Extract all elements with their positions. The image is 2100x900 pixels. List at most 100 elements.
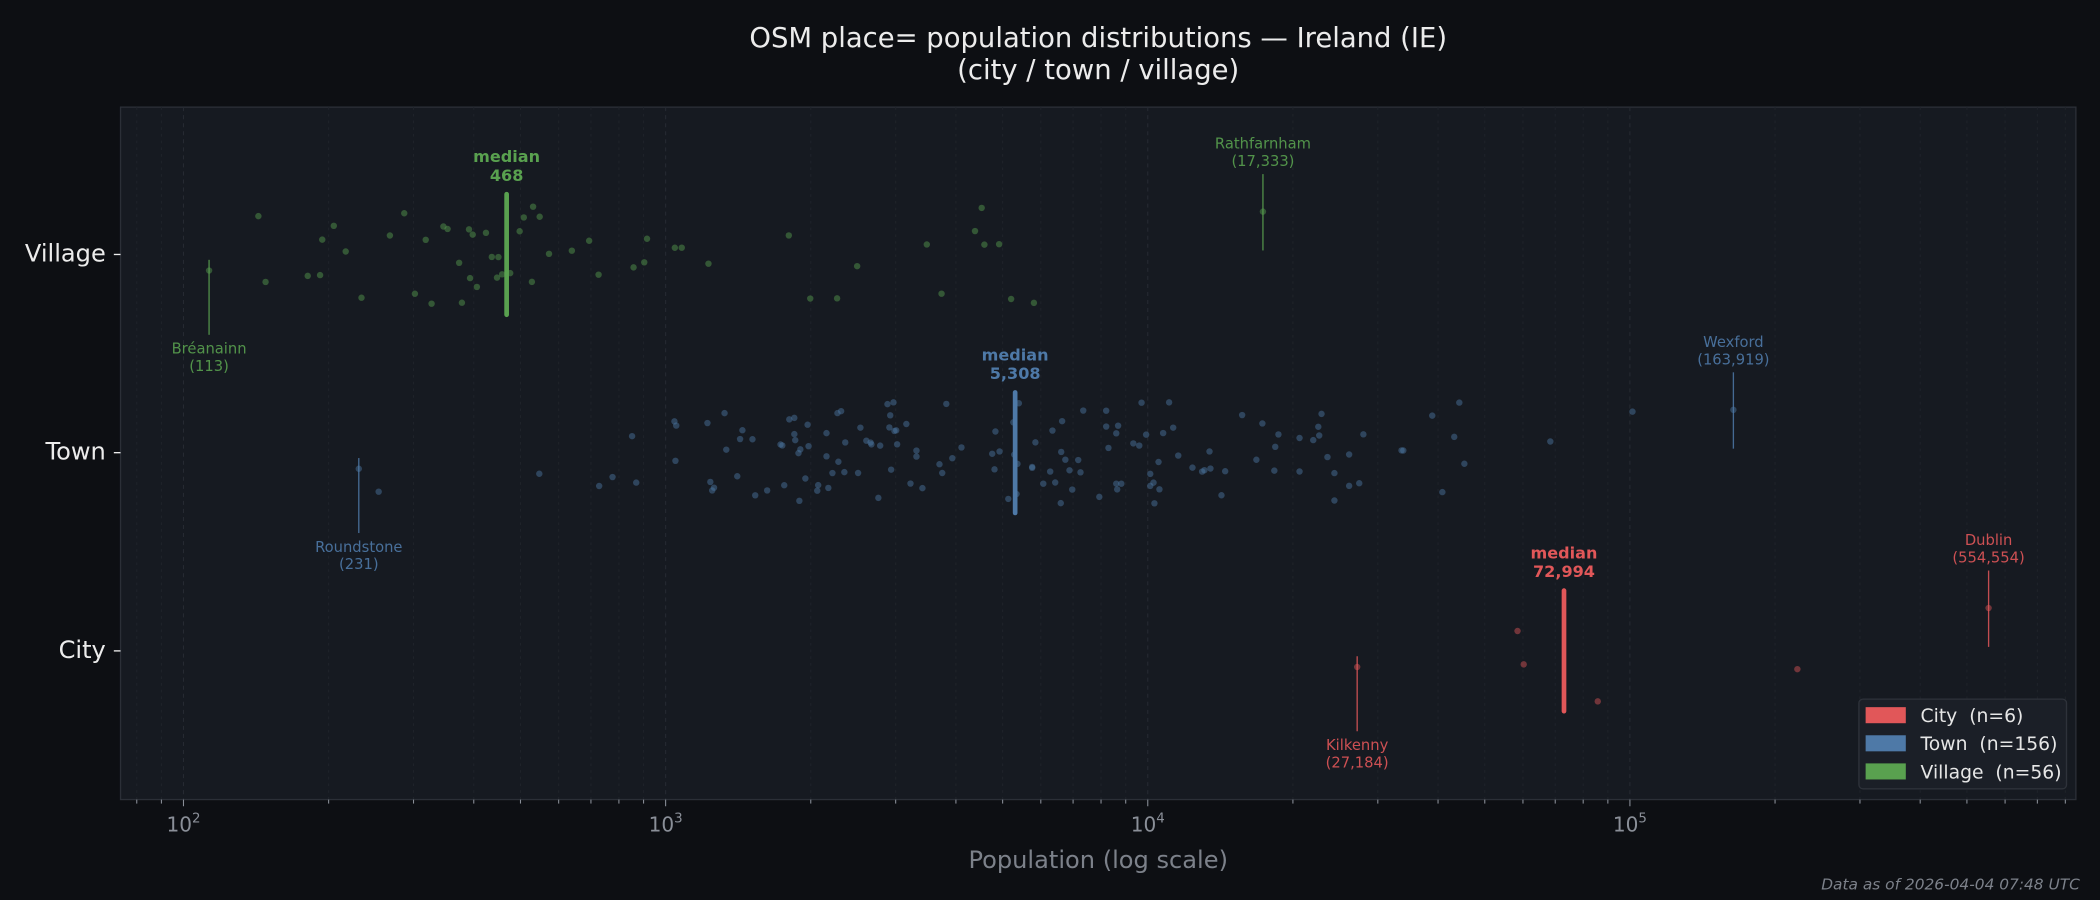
town-point bbox=[1547, 438, 1554, 445]
town-point bbox=[1259, 420, 1266, 427]
town-point bbox=[1461, 460, 1468, 467]
village-point bbox=[262, 278, 269, 286]
town-point bbox=[1040, 480, 1047, 487]
town-point bbox=[887, 412, 894, 419]
town-point bbox=[1080, 407, 1087, 414]
town-point bbox=[1105, 444, 1112, 452]
town-point bbox=[893, 427, 900, 434]
town-point bbox=[739, 427, 746, 434]
town-point bbox=[628, 432, 636, 440]
village-point bbox=[319, 236, 326, 243]
town-point bbox=[791, 414, 798, 422]
legend-swatch-village bbox=[1865, 763, 1906, 780]
village-point bbox=[458, 299, 466, 306]
town-point bbox=[752, 492, 759, 499]
village-point bbox=[923, 241, 931, 248]
town-point bbox=[1429, 412, 1436, 419]
town-median-label: median bbox=[982, 345, 1049, 364]
town-point bbox=[1077, 469, 1084, 476]
town-point bbox=[781, 482, 788, 489]
legend: City (n=6) Town (n=156) Village (n=56) bbox=[1858, 698, 2068, 790]
town-median-value: 5,308 bbox=[990, 364, 1041, 383]
town-point bbox=[1189, 464, 1196, 471]
town-point bbox=[1253, 456, 1260, 463]
town-point bbox=[825, 484, 832, 492]
town-point bbox=[876, 442, 884, 449]
annotation-value: (113) bbox=[189, 358, 229, 375]
village-point bbox=[455, 259, 463, 267]
town-point bbox=[823, 429, 830, 437]
town-point bbox=[736, 435, 744, 443]
annotation-value: (17,333) bbox=[1231, 153, 1294, 170]
town-point bbox=[633, 479, 640, 486]
town-point bbox=[1155, 458, 1162, 466]
village-point bbox=[1030, 299, 1038, 307]
x-tick-label: 102 bbox=[166, 811, 200, 836]
town-point bbox=[841, 468, 848, 476]
town-point bbox=[1156, 486, 1163, 493]
x-tick-base: 10 bbox=[166, 813, 192, 837]
village-point bbox=[495, 253, 502, 261]
data-points bbox=[205, 203, 1992, 705]
village-point bbox=[833, 295, 841, 302]
annotation-name: Roundstone bbox=[315, 539, 402, 556]
town-point bbox=[1057, 499, 1064, 507]
village-point bbox=[971, 227, 979, 235]
town-point bbox=[1066, 467, 1073, 474]
annotation-name: Dublin bbox=[1965, 532, 2013, 549]
y-tick-label-town: Town bbox=[44, 438, 105, 466]
town-point bbox=[1400, 447, 1407, 454]
town-point bbox=[1136, 442, 1143, 449]
town-point bbox=[936, 460, 943, 468]
town-point bbox=[996, 448, 1003, 455]
town-point bbox=[1051, 479, 1059, 486]
village-point bbox=[358, 294, 365, 301]
town-point bbox=[1324, 453, 1331, 461]
legend-label-city: City (n=6) bbox=[1921, 706, 2024, 727]
y-tick-label-village: Village bbox=[25, 239, 106, 267]
town-point bbox=[802, 475, 809, 482]
town-point bbox=[1629, 408, 1636, 415]
town-point bbox=[704, 419, 711, 427]
village-point bbox=[568, 247, 576, 254]
town-point bbox=[1151, 500, 1158, 507]
town-point bbox=[671, 418, 678, 425]
x-axis: 102 103 104 105 bbox=[136, 799, 2066, 837]
town-point bbox=[1113, 480, 1120, 487]
town-point bbox=[1032, 439, 1039, 446]
village-point bbox=[401, 210, 408, 217]
town-point bbox=[1315, 423, 1322, 430]
village-point bbox=[678, 244, 685, 251]
town-point bbox=[786, 416, 793, 423]
village-point bbox=[255, 212, 262, 220]
legend-swatch-city bbox=[1865, 707, 1906, 724]
data-timestamp: Data as of 2026-04-04 07:48 UTC bbox=[1821, 875, 2080, 893]
village-point bbox=[520, 214, 528, 221]
town-point bbox=[992, 428, 999, 435]
town-point bbox=[1221, 468, 1229, 475]
village-point bbox=[330, 222, 338, 230]
town-point bbox=[375, 488, 382, 495]
town-point bbox=[1451, 433, 1458, 441]
town-point bbox=[814, 481, 822, 489]
village-point bbox=[465, 226, 473, 233]
town-point bbox=[734, 473, 741, 480]
town-point bbox=[1113, 430, 1120, 437]
plot-area bbox=[119, 106, 2077, 801]
town-point bbox=[1207, 465, 1214, 472]
annotation-name: Rathfarnham bbox=[1215, 136, 1311, 153]
town-point bbox=[1296, 434, 1303, 442]
town-point bbox=[1398, 447, 1405, 454]
village-point bbox=[440, 223, 447, 230]
town-point bbox=[723, 446, 730, 453]
village-point bbox=[853, 262, 861, 270]
town-point bbox=[1147, 482, 1154, 490]
chart-subtitle: (city / town / village) bbox=[957, 55, 1239, 86]
village-point bbox=[342, 248, 349, 255]
gridlines bbox=[136, 107, 2066, 800]
town-point bbox=[1345, 451, 1353, 458]
town-point bbox=[829, 469, 836, 477]
town-point bbox=[1439, 488, 1446, 496]
town-point bbox=[1175, 452, 1182, 459]
village-point bbox=[316, 271, 324, 279]
